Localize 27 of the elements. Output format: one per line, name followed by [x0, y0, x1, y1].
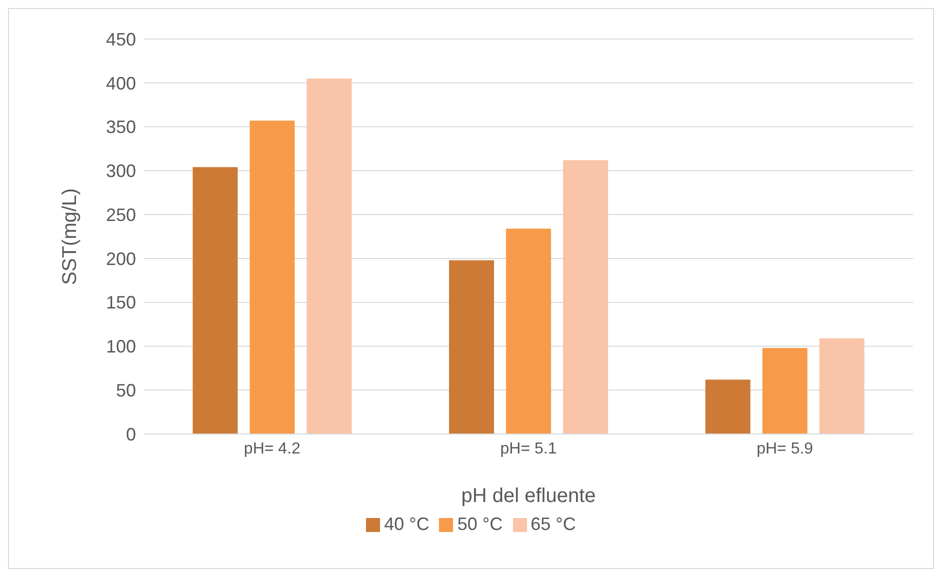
y-tick-label: 100: [106, 336, 136, 357]
y-tick-label: 300: [106, 161, 136, 182]
y-tick-label: 0: [126, 424, 136, 444]
bar: [762, 348, 808, 434]
bar: [506, 228, 552, 434]
y-tick-label: 150: [106, 292, 136, 313]
x-tick-label: pH= 4.2: [244, 440, 301, 458]
bar: [819, 338, 864, 434]
bar: [449, 260, 494, 434]
bar: [192, 167, 238, 434]
legend-label: 40 °C: [384, 514, 430, 534]
x-axis-title: pH del efluente: [461, 485, 596, 507]
bar: [306, 78, 352, 434]
legend-label: 50 °C: [457, 514, 503, 534]
y-tick-label: 400: [106, 73, 136, 94]
legend-label: 65 °C: [530, 514, 576, 534]
y-tick-label: 200: [106, 248, 136, 269]
y-tick-label: 350: [106, 117, 136, 138]
x-tick-label: pH= 5.9: [756, 440, 814, 458]
y-axis-title: SST(mg/L): [59, 188, 82, 285]
bar: [563, 160, 608, 434]
x-tick-label: pH= 5.1: [500, 440, 557, 458]
y-tick-label: 50: [116, 380, 136, 400]
y-tick-label: 450: [106, 29, 136, 50]
bar: [250, 120, 295, 434]
y-tick-label: 250: [106, 204, 136, 225]
bar: [705, 380, 750, 434]
